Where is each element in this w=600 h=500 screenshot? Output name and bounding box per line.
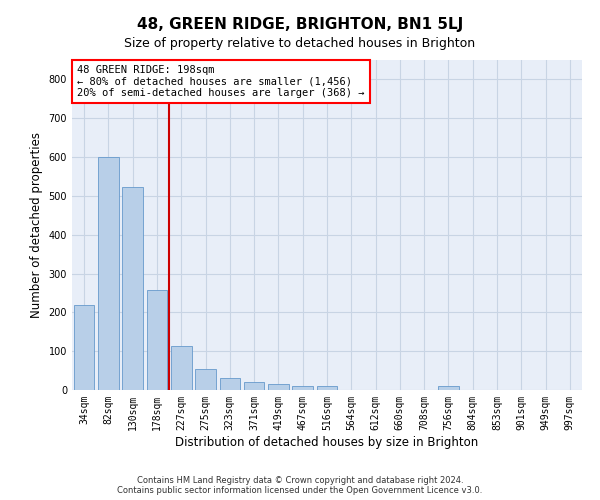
Bar <box>98 157 119 390</box>
Bar <box>195 370 216 390</box>
Text: 48 GREEN RIDGE: 198sqm
← 80% of detached houses are smaller (1,456)
20% of semi-: 48 GREEN RIDGE: 198sqm ← 80% of detached… <box>77 65 365 98</box>
Text: 48, GREEN RIDGE, BRIGHTON, BN1 5LJ: 48, GREEN RIDGE, BRIGHTON, BN1 5LJ <box>137 18 463 32</box>
Y-axis label: Number of detached properties: Number of detached properties <box>30 132 43 318</box>
Text: Contains HM Land Registry data © Crown copyright and database right 2024.
Contai: Contains HM Land Registry data © Crown c… <box>118 476 482 495</box>
Bar <box>268 384 289 390</box>
Bar <box>317 386 337 390</box>
Bar <box>74 306 94 390</box>
Bar <box>292 386 313 390</box>
Bar <box>220 378 240 390</box>
Text: Size of property relative to detached houses in Brighton: Size of property relative to detached ho… <box>124 38 476 51</box>
Bar <box>438 386 459 390</box>
X-axis label: Distribution of detached houses by size in Brighton: Distribution of detached houses by size … <box>175 436 479 448</box>
Bar <box>244 382 265 390</box>
Bar <box>146 290 167 390</box>
Bar <box>171 346 191 390</box>
Bar <box>122 188 143 390</box>
